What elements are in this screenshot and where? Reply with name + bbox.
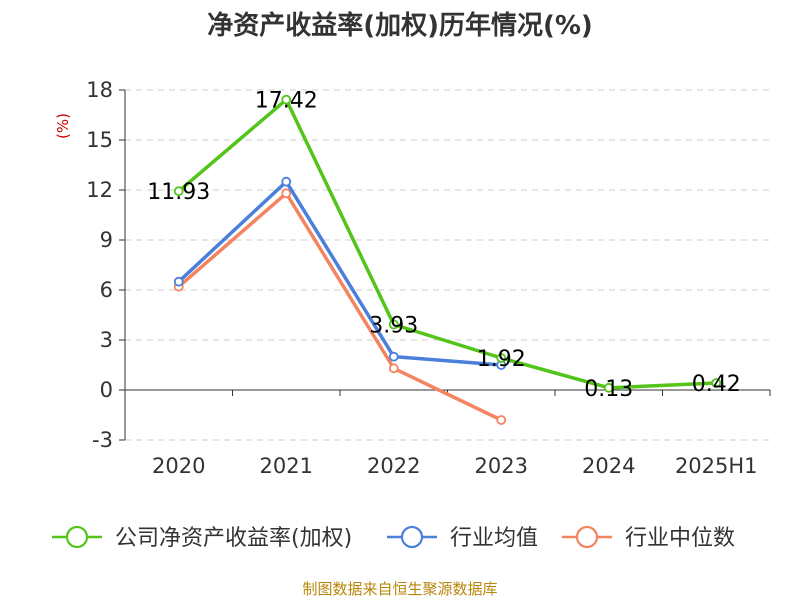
data-point — [388, 351, 399, 362]
data-label: 17.42 — [255, 89, 318, 114]
axes: 18 15 12 9 6 3 0 -3 2020 2021 2022 2023 2024 2025H1 — [86, 78, 771, 478]
series-line — [177, 179, 503, 367]
data-label: 11.93 — [147, 180, 210, 205]
y-tick-label: 18 — [86, 78, 113, 102]
legend-swatch-marker — [400, 525, 424, 549]
y-tick-label: -3 — [92, 428, 113, 452]
data-label: 0.13 — [584, 377, 633, 402]
data-point — [603, 382, 614, 393]
data-point — [173, 186, 184, 197]
data-label: 0.42 — [692, 372, 741, 397]
x-tick-label: 2020 — [152, 454, 205, 478]
data-point — [388, 319, 399, 330]
x-tick-label: 2025H1 — [675, 454, 758, 478]
x-tick-label: 2022 — [367, 454, 420, 478]
data-point — [388, 363, 399, 374]
chart-title: 净资产收益率(加权)历年情况(%) — [207, 10, 593, 41]
series-line — [177, 97, 718, 390]
data-labels: 11.93 17.42 3.93 1.92 0.13 0.42 — [147, 89, 740, 402]
y-tick-label: 15 — [86, 128, 113, 152]
legend-label: 公司净资产收益率(加权) — [115, 526, 352, 551]
y-tick-label: 6 — [100, 278, 113, 302]
legend: 公司净资产收益率(加权) 行业均值 行业中位数 — [52, 525, 735, 551]
x-tick-label: 2023 — [475, 454, 528, 478]
data-point — [173, 276, 184, 287]
data-point — [281, 176, 292, 187]
data-point — [281, 188, 292, 199]
grid-lines — [125, 89, 770, 441]
legend-label: 行业均值 — [450, 526, 538, 551]
data-source-note: 制图数据来自恒生聚源数据库 — [302, 580, 497, 598]
y-tick-label: 9 — [100, 228, 113, 252]
data-label: 3.93 — [369, 314, 418, 339]
y-tick-label: 0 — [100, 378, 113, 402]
data-point — [496, 353, 507, 363]
y-tick-label: 3 — [100, 328, 113, 352]
series-lines — [173, 94, 722, 425]
series-line — [177, 191, 503, 422]
data-point — [711, 378, 722, 388]
legend-label: 行业中位数 — [625, 526, 735, 551]
data-point — [281, 94, 292, 105]
legend-swatch-marker — [65, 525, 89, 549]
legend-swatch-marker — [575, 525, 599, 549]
data-point — [496, 415, 507, 425]
x-tick-label: 2021 — [260, 454, 313, 478]
x-tick-label: 2024 — [582, 454, 635, 478]
data-label: 1.92 — [477, 347, 526, 372]
y-axis-unit-label: (%) — [54, 113, 72, 139]
y-tick-label: 12 — [86, 178, 113, 202]
